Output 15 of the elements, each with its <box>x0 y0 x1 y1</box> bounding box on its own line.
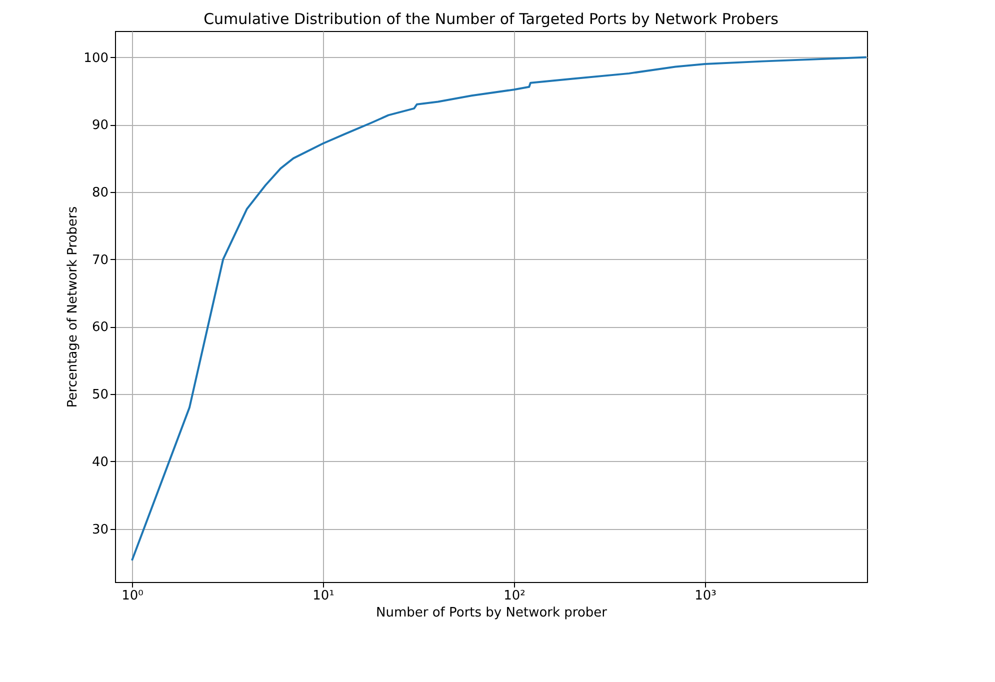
y-tick-label: 90 <box>92 118 108 134</box>
chart-title: Cumulative Distribution of the Number of Targeted Ports by Network Probers <box>204 10 779 28</box>
y-tick-label: 100 <box>84 50 108 66</box>
y-tick-label: 80 <box>92 185 108 200</box>
y-tick-label: 40 <box>92 454 108 470</box>
y-tick-label: 60 <box>92 320 108 336</box>
x-tick-label: 10¹ <box>312 588 334 604</box>
y-tick-label: 70 <box>92 252 108 268</box>
y-axis-title: Percentage of Network Probers <box>66 206 81 408</box>
x-tick-label: 10² <box>504 588 526 604</box>
x-axis-title: Number of Ports by Network prober <box>376 606 608 620</box>
x-tick-label: 10⁰ <box>122 588 144 604</box>
x-tick-label: 10³ <box>694 588 716 604</box>
y-tick-label: 30 <box>92 522 108 538</box>
y-tick-label: 50 <box>92 388 108 403</box>
